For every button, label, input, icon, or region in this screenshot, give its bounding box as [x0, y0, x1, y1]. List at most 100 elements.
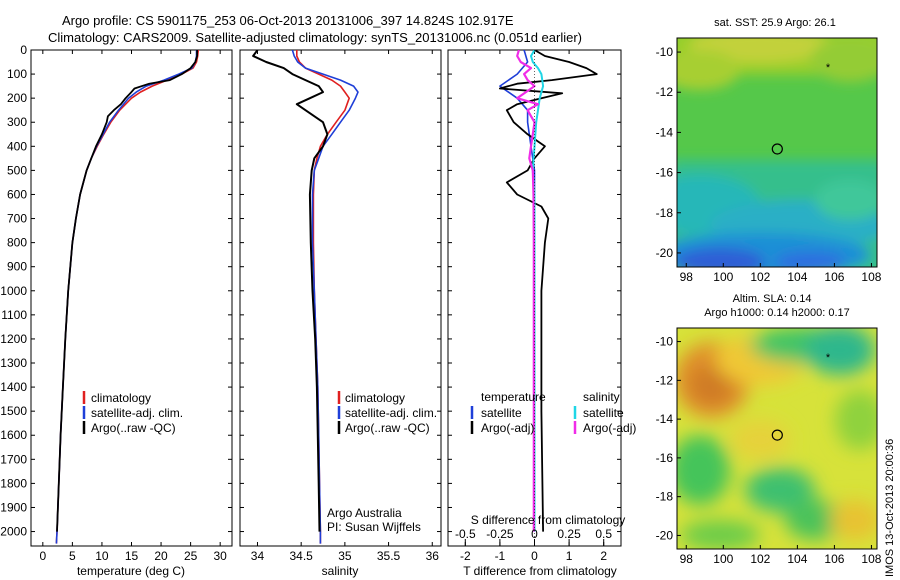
depth-tick-label: 1900: [0, 500, 27, 514]
salinity-legend: climatology satellite-adj. clim. Argo(..…: [327, 391, 437, 534]
sst-map-title: sat. SST: 25.9 Argo: 26.1: [714, 17, 836, 29]
depth-tick-label: 1100: [1, 308, 27, 322]
sst-float-position-marker: [771, 143, 783, 155]
depth-tick-label: 1200: [0, 332, 27, 346]
depth-tick-label: 1700: [0, 452, 27, 466]
series-line-temperature-satellite: [499, 50, 536, 532]
legend-temp-argo: Argo(-adj): [481, 421, 534, 435]
map-x-tick-label: 98: [680, 270, 694, 284]
sla-map-image: [677, 328, 877, 549]
depth-tick-label: 1400: [0, 380, 27, 394]
depth-tick-label: 1500: [0, 404, 27, 418]
legend-climatology: climatology: [345, 391, 405, 405]
x-tick-label: 30: [213, 549, 227, 563]
series-line-salinity-argo-adj-: [516, 50, 540, 532]
temperature-panel-frame: [30, 49, 233, 547]
depth-tick-label: 700: [7, 212, 27, 226]
x-tick-label: 34: [251, 549, 265, 563]
series-line-argo-raw-qc-: [56, 50, 199, 532]
temperature-xlabel: temperature (deg C): [77, 564, 185, 578]
salinity-panel-frame: [239, 49, 442, 547]
legend-argo: Argo(..raw -QC): [345, 421, 430, 435]
legend-temperature-title: temperature: [481, 390, 546, 404]
map-x-tick-label: 104: [787, 270, 807, 284]
x-tick-label: 35: [338, 549, 352, 563]
sla-star-icon: *: [826, 352, 831, 364]
top-tick-label: 0: [531, 527, 538, 541]
series-line-satellite-adj-clim-: [55, 50, 198, 544]
x-tick-label: 0: [531, 549, 538, 563]
header-line2: Climatology: CARS2009. Satellite-adjuste…: [48, 30, 582, 45]
temperature-series: [55, 50, 200, 544]
map-x-tick-label: 100: [713, 552, 733, 566]
x-tick-label: 0: [39, 549, 46, 563]
legend-temp-satellite: satellite: [481, 406, 522, 420]
sst-map-frame: [676, 37, 878, 268]
depth-tick-label: 600: [7, 187, 27, 201]
depth-tick-label: 1600: [0, 428, 27, 442]
credit-pi: PI: Susan Wijffels: [327, 520, 421, 534]
depth-tick-label: 800: [7, 236, 27, 250]
difference-top-axis-title: S difference from climatology: [471, 513, 626, 527]
sst-map-axes: 98 100 102 104 106 108 -10 -12 -14 -16 -18 -20: [656, 45, 882, 284]
legend-sal-satellite: satellite: [583, 406, 624, 420]
imos-timestamp-label: IMOS 13-Oct-2013 20:00:36: [884, 439, 896, 577]
x-tick-label: 15: [125, 549, 139, 563]
x-tick-label: 35.5: [377, 549, 401, 563]
depth-tick-label: 1300: [0, 356, 27, 370]
x-tick-label: 1: [566, 549, 573, 563]
depth-tick-label: 300: [7, 115, 27, 129]
map-x-tick-label: 106: [824, 552, 844, 566]
map-y-tick-label: -18: [656, 490, 674, 504]
difference-top-tick-labels: -0.5 -0.25 0 0.25 0.5: [455, 527, 612, 541]
depth-tick-label: 900: [7, 260, 27, 274]
legend-satellite-adj: satellite-adj. clim.: [91, 406, 183, 420]
x-tick-label: 36: [426, 549, 440, 563]
x-tick-label: 2: [600, 549, 607, 563]
salinity-xlabel: salinity: [322, 564, 359, 578]
x-tick-label: 10: [95, 549, 109, 563]
depth-tick-label: 1000: [0, 284, 27, 298]
difference-legend: temperature salinity satellite Argo(-adj…: [470, 390, 636, 435]
depth-tick-label: 200: [7, 91, 27, 105]
sla-map-frame: [676, 327, 878, 550]
depth-tick-label: 2000: [0, 525, 27, 539]
map-x-tick-label: 102: [750, 270, 770, 284]
x-tick-label: 20: [154, 549, 168, 563]
difference-xlabel: T difference from climatology: [463, 564, 617, 578]
series-line-argo-raw-qc-: [252, 50, 329, 532]
map-y-tick-label: -14: [656, 125, 674, 139]
map-x-tick-label: 98: [680, 552, 694, 566]
map-y-tick-label: -16: [656, 166, 674, 180]
x-tick-label: -2: [460, 549, 471, 563]
series-line-climatology: [55, 50, 200, 544]
depth-tick-label: 1800: [0, 476, 27, 490]
sla-map-title1: Altim. SLA: 0.14: [733, 293, 812, 305]
legend-argo: Argo(..raw -QC): [91, 421, 176, 435]
sla-map-title2: Argo h1000: 0.14 h2000: 0.17: [704, 307, 850, 319]
top-tick-label: -0.25: [486, 527, 514, 541]
top-tick-label: 0.25: [557, 527, 581, 541]
depth-tick-label: 0: [20, 43, 27, 57]
depth-tick-label: 400: [7, 139, 27, 153]
map-y-tick-label: -10: [656, 45, 674, 59]
sla-float-position-marker: [771, 429, 783, 441]
map-x-tick-label: 104: [787, 552, 807, 566]
map-y-tick-label: -14: [656, 412, 674, 426]
legend-climatology: climatology: [91, 391, 151, 405]
tick-marks: [31, 49, 621, 546]
map-y-tick-label: -12: [656, 373, 674, 387]
credit-argo-australia: Argo Australia: [327, 506, 402, 520]
x-tick-label: 5: [69, 549, 76, 563]
map-y-tick-label: -20: [656, 246, 674, 260]
map-x-tick-label: 102: [750, 552, 770, 566]
sst-star-icon: *: [826, 62, 831, 74]
top-tick-label: -0.5: [455, 527, 476, 541]
map-x-tick-label: 108: [861, 552, 881, 566]
salinity-xtick-labels: 34 34.5 35 35.5 36: [251, 549, 439, 563]
depth-tick-label: 100: [7, 67, 27, 81]
map-y-tick-label: -18: [656, 206, 674, 220]
map-x-tick-label: 100: [713, 270, 733, 284]
map-y-tick-label: -10: [656, 335, 674, 349]
map-y-tick-label: -12: [656, 85, 674, 99]
